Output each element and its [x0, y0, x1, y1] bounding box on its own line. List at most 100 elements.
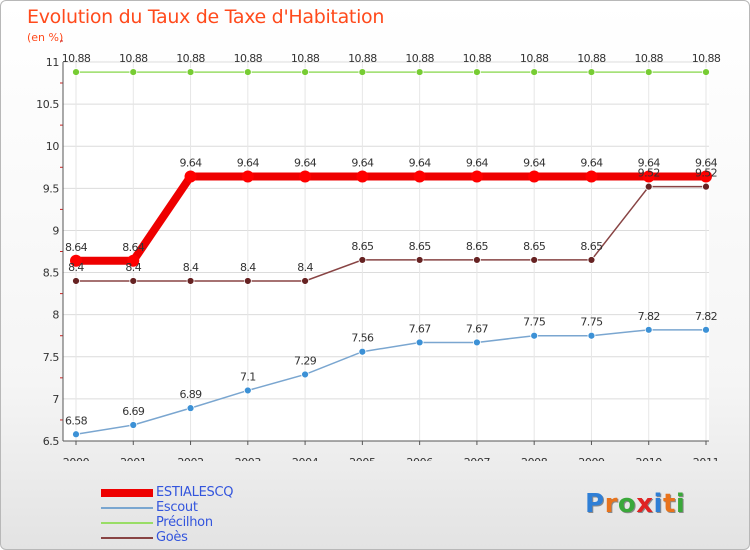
data-label: 8.4 [240, 261, 256, 274]
data-label: 9.64 [179, 157, 202, 170]
data-point [702, 325, 710, 334]
y-tick-label: 9 [52, 224, 59, 237]
data-label: 6.58 [65, 414, 88, 427]
data-label: 7.29 [294, 354, 317, 367]
data-point [642, 170, 655, 183]
data-label: 10.88 [176, 52, 205, 65]
y-tick-label: 8.5 [43, 267, 60, 280]
data-label: 7.75 [580, 316, 603, 329]
logo-letter: o [617, 489, 637, 519]
data-point [186, 404, 195, 413]
logo-letter: P [585, 489, 605, 519]
x-tick-label: 2000 [63, 456, 90, 461]
data-point [243, 386, 252, 395]
data-label: 8.65 [351, 240, 374, 253]
data-point [184, 170, 197, 183]
proxiti-logo: Proxiti [585, 489, 685, 519]
data-point [530, 68, 539, 77]
data-label: 8.65 [409, 240, 432, 253]
logo-letter: r [604, 489, 618, 519]
y-tick-label: 8 [52, 309, 59, 322]
data-point [700, 170, 712, 183]
data-label: 7.75 [523, 316, 546, 329]
data-point [301, 68, 309, 77]
data-point [415, 68, 424, 77]
data-label: 7.82 [638, 310, 660, 323]
y-tick-label: 11 [46, 56, 59, 69]
y-tick-label: 7.5 [43, 351, 60, 364]
series-line [76, 185, 706, 282]
data-label: 7.67 [466, 322, 489, 335]
data-label: 8.4 [297, 261, 313, 274]
data-label: 10.88 [234, 52, 263, 65]
x-tick-label: 2006 [406, 456, 433, 461]
data-point [644, 68, 653, 77]
legend-label: Précilhon [156, 515, 213, 530]
data-label: 8.65 [466, 240, 489, 253]
logo-letter: i [653, 489, 663, 519]
data-point [358, 68, 367, 77]
data-point [473, 256, 481, 264]
x-tick-label: 2002 [177, 456, 203, 461]
data-label: 6.89 [179, 388, 202, 401]
data-label: 8.65 [523, 240, 546, 253]
legend-swatch [101, 507, 153, 509]
logo-letter: t [662, 489, 676, 519]
data-label: 9.64 [237, 157, 260, 170]
data-label: 10.88 [119, 52, 148, 65]
series-2 [72, 68, 710, 77]
chart-subtitle: (en %) [27, 31, 64, 44]
data-label: 9.64 [580, 157, 603, 170]
data-label: 10.88 [520, 52, 549, 65]
legend-swatch [101, 522, 153, 524]
logo-letter: x [636, 489, 654, 519]
x-tick-label: 2010 [636, 456, 663, 461]
data-label: 10.88 [62, 52, 91, 65]
series-line [75, 329, 706, 436]
data-point [72, 277, 80, 285]
data-point [356, 170, 369, 183]
data-point [587, 256, 596, 264]
data-label: 10.88 [692, 52, 721, 65]
data-point [70, 254, 82, 267]
data-point [702, 182, 710, 191]
data-label: 7.82 [695, 310, 717, 323]
data-label: 8.65 [580, 240, 603, 253]
y-tick-label: 10 [46, 140, 60, 153]
data-label: 8.4 [183, 261, 199, 274]
y-tick-label: 7 [52, 393, 59, 406]
data-label: 8.4 [68, 261, 84, 274]
data-label: 9.64 [523, 157, 546, 170]
plot-area [63, 62, 709, 441]
y-tick-label: 6.5 [43, 435, 60, 448]
data-point [415, 256, 424, 264]
data-point [587, 68, 596, 77]
data-point [127, 254, 140, 267]
data-label: 10.88 [405, 52, 434, 65]
data-point [473, 338, 481, 347]
data-point [243, 68, 252, 77]
data-point [473, 68, 481, 77]
data-point [129, 277, 138, 285]
data-label: 10.88 [577, 52, 606, 65]
data-point [644, 182, 653, 191]
data-label: 10.88 [634, 52, 663, 65]
data-label: 9.64 [294, 157, 317, 170]
data-label: 8.64 [65, 241, 88, 254]
x-tick-label: 2005 [349, 456, 376, 461]
line-chart: 6.5 7 7.5 8 8.5 9 9.5 10 10.5 11 2000 2001 2002 2003 2… [36, 40, 721, 461]
data-point [129, 421, 138, 429]
data-label: 7.1 [240, 370, 256, 383]
data-point [470, 170, 483, 183]
legend-label: Escout [156, 500, 198, 515]
data-label: 8.4 [125, 261, 141, 274]
series-0 [70, 170, 712, 267]
data-label: 9.64 [466, 157, 489, 170]
data-point [186, 277, 195, 285]
data-label: 9.64 [695, 157, 718, 170]
data-label: 7.56 [351, 332, 374, 345]
data-point [530, 331, 539, 340]
x-tick-label: 2003 [235, 456, 262, 461]
data-label: 9.64 [351, 157, 374, 170]
